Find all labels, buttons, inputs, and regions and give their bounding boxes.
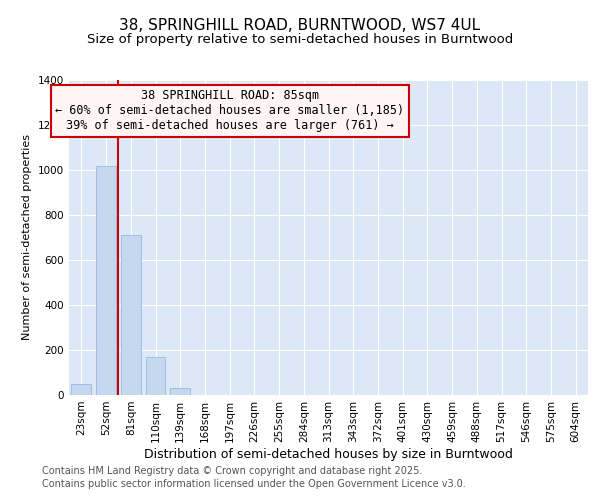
Text: 38 SPRINGHILL ROAD: 85sqm
← 60% of semi-detached houses are smaller (1,185)
39% : 38 SPRINGHILL ROAD: 85sqm ← 60% of semi-… <box>55 90 404 132</box>
Y-axis label: Number of semi-detached properties: Number of semi-detached properties <box>22 134 32 340</box>
Text: 38, SPRINGHILL ROAD, BURNTWOOD, WS7 4UL: 38, SPRINGHILL ROAD, BURNTWOOD, WS7 4UL <box>119 18 481 32</box>
X-axis label: Distribution of semi-detached houses by size in Burntwood: Distribution of semi-detached houses by … <box>144 448 513 460</box>
Bar <box>96 166 116 395</box>
Bar <box>146 357 166 395</box>
Text: Contains public sector information licensed under the Open Government Licence v3: Contains public sector information licen… <box>42 479 466 489</box>
Text: Size of property relative to semi-detached houses in Burntwood: Size of property relative to semi-detach… <box>87 32 513 46</box>
Text: Contains HM Land Registry data © Crown copyright and database right 2025.: Contains HM Land Registry data © Crown c… <box>42 466 422 476</box>
Bar <box>170 388 190 395</box>
Bar <box>71 384 91 395</box>
Bar <box>121 236 140 395</box>
